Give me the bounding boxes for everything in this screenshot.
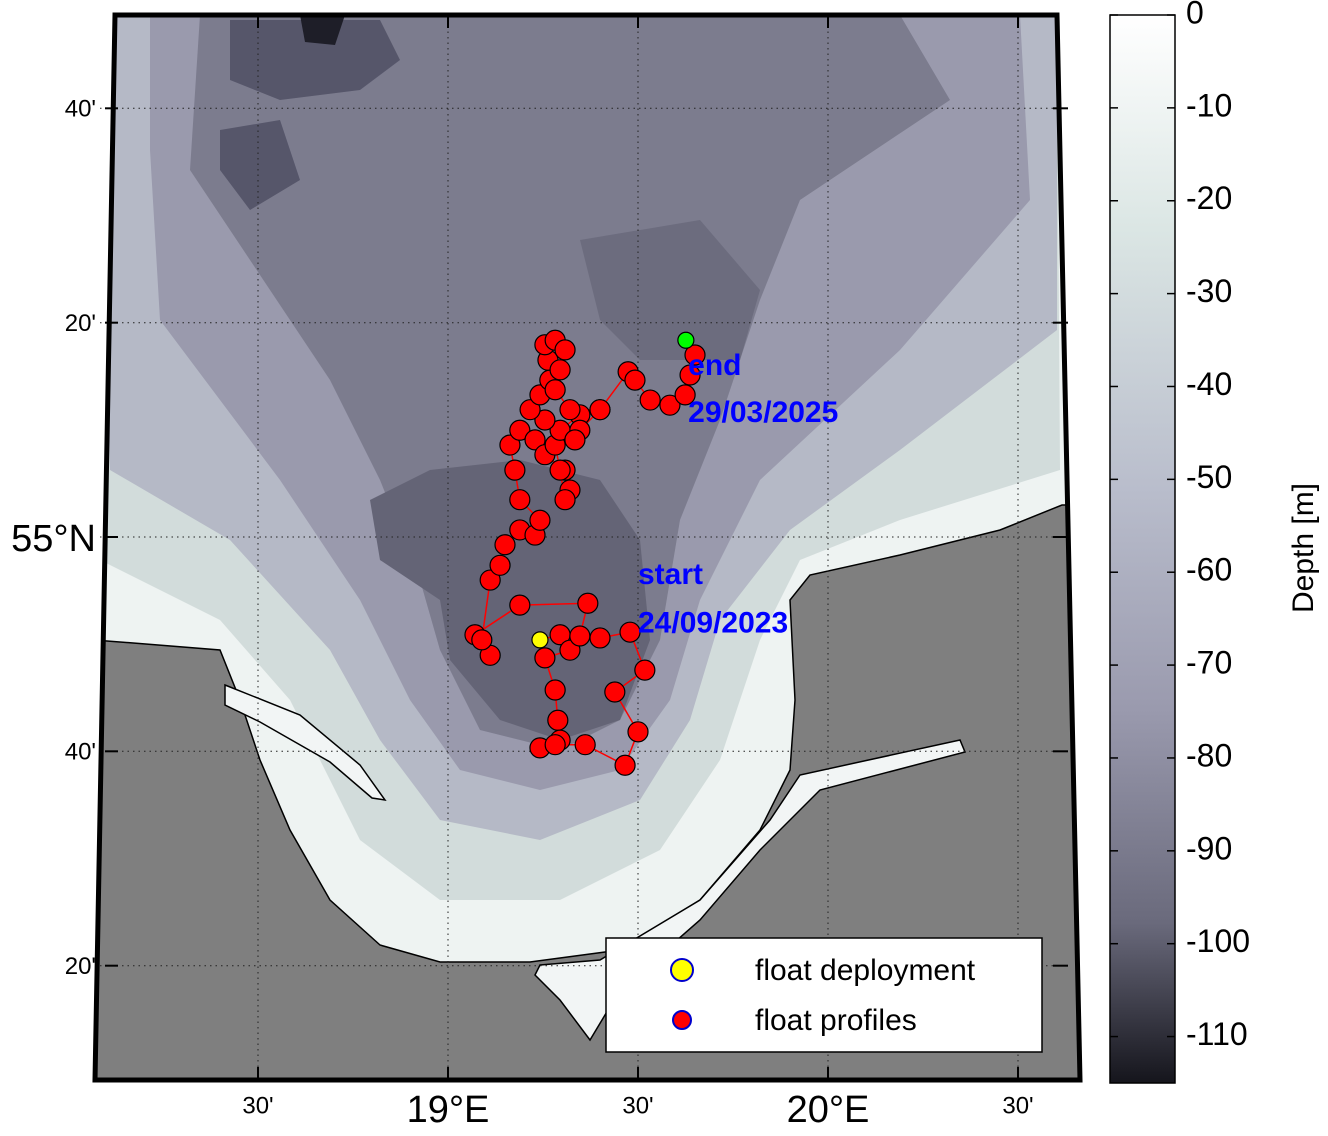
profile-point xyxy=(499,434,521,456)
profile-point xyxy=(564,429,586,451)
colorbar-tick-label: -50 xyxy=(1186,459,1232,495)
profile-point xyxy=(679,364,701,386)
map-frame xyxy=(92,12,1083,1083)
profile-point xyxy=(544,379,566,401)
colorbar-tick-label: -100 xyxy=(1186,923,1250,959)
colorbar-ramp xyxy=(1109,14,1176,1084)
profile-point xyxy=(659,394,681,416)
x-tick-label: 20°E xyxy=(787,1089,870,1131)
colorbar-tick-label: -60 xyxy=(1186,552,1232,588)
y-tick-label: 40' xyxy=(65,96,96,123)
profile-point xyxy=(684,344,706,366)
profile-point xyxy=(549,459,571,481)
profile-point xyxy=(549,359,571,381)
profile-point xyxy=(471,629,493,651)
profile-point xyxy=(509,419,531,441)
profile-point xyxy=(544,679,566,701)
x-tick-label: 30' xyxy=(242,1092,273,1119)
colorbar: Depth [m] 0 -10 -20 -30 -40 -50 -60 -70 -80 -90 -1… xyxy=(1109,0,1320,1084)
profile-point xyxy=(614,754,636,776)
profile-point xyxy=(509,594,531,616)
y-tick-label: 20' xyxy=(65,953,96,980)
profile-point xyxy=(509,489,531,511)
profile-point xyxy=(529,509,551,531)
profile-point xyxy=(674,384,696,406)
profile-point xyxy=(554,339,576,361)
x-tick-label: 30' xyxy=(1002,1092,1033,1119)
colorbar-tick-label: -110 xyxy=(1186,1016,1248,1052)
legend-profiles: float profiles xyxy=(755,1004,917,1037)
profile-point xyxy=(534,647,556,669)
deployment-point xyxy=(531,631,549,649)
profile-point xyxy=(589,627,611,649)
bathymetry xyxy=(95,15,1080,1080)
colorbar-tick-label: -80 xyxy=(1186,737,1232,773)
profile-point xyxy=(547,709,569,731)
profile-point xyxy=(589,399,611,421)
profile-point xyxy=(504,459,526,481)
profile-point xyxy=(619,621,641,643)
legend-box xyxy=(605,937,1043,1053)
annotation: end xyxy=(688,349,741,382)
profile-point xyxy=(569,625,591,647)
profile-point xyxy=(559,399,581,421)
colorbar-tick-label: -70 xyxy=(1186,645,1232,681)
annotation: 29/03/2025 xyxy=(688,396,838,429)
profile-point xyxy=(494,534,516,556)
colorbar-tick-label: -40 xyxy=(1186,366,1232,402)
profile-point xyxy=(639,389,661,411)
profile-point xyxy=(554,489,576,511)
track xyxy=(464,329,706,776)
legend: float deployment float profiles xyxy=(605,937,1043,1053)
colorbar-tick-label: -90 xyxy=(1186,830,1232,866)
colorbar-label: Depth [m] xyxy=(1287,483,1320,613)
colorbar-tick-label: -20 xyxy=(1186,180,1232,216)
profile-point xyxy=(634,659,656,681)
annotation: 24/09/2023 xyxy=(638,606,788,639)
profile-point xyxy=(519,399,541,421)
legend-profiles-marker xyxy=(672,1010,692,1030)
profile-point xyxy=(624,369,646,391)
y-tick-label: 55°N xyxy=(11,518,96,560)
annotation: start xyxy=(638,558,703,591)
y-tick-label: 20' xyxy=(65,310,96,337)
profile-point xyxy=(577,592,599,614)
profile-point xyxy=(604,681,626,703)
profile-point xyxy=(479,569,501,591)
legend-deployment: float deployment xyxy=(755,954,976,987)
labels: 30' 19°E 30' 20°E 30' 40' 20' 55°N 40' 20' start 24… xyxy=(11,96,1034,1131)
profile-point xyxy=(574,734,596,756)
colorbar-tick-label: -10 xyxy=(1186,87,1232,123)
profile-point xyxy=(534,409,556,431)
profile-point xyxy=(627,721,649,743)
colorbar-tick-label: 0 xyxy=(1186,0,1204,30)
colorbar-tick-label: -30 xyxy=(1186,273,1232,309)
legend-deployment-marker xyxy=(670,958,694,982)
profile-point xyxy=(524,429,546,451)
x-tick-label: 19°E xyxy=(407,1089,490,1131)
x-tick-label: 30' xyxy=(622,1092,653,1119)
profile-point xyxy=(544,734,566,756)
profile-point xyxy=(489,554,511,576)
y-tick-label: 40' xyxy=(65,739,96,766)
end-point xyxy=(677,331,695,349)
